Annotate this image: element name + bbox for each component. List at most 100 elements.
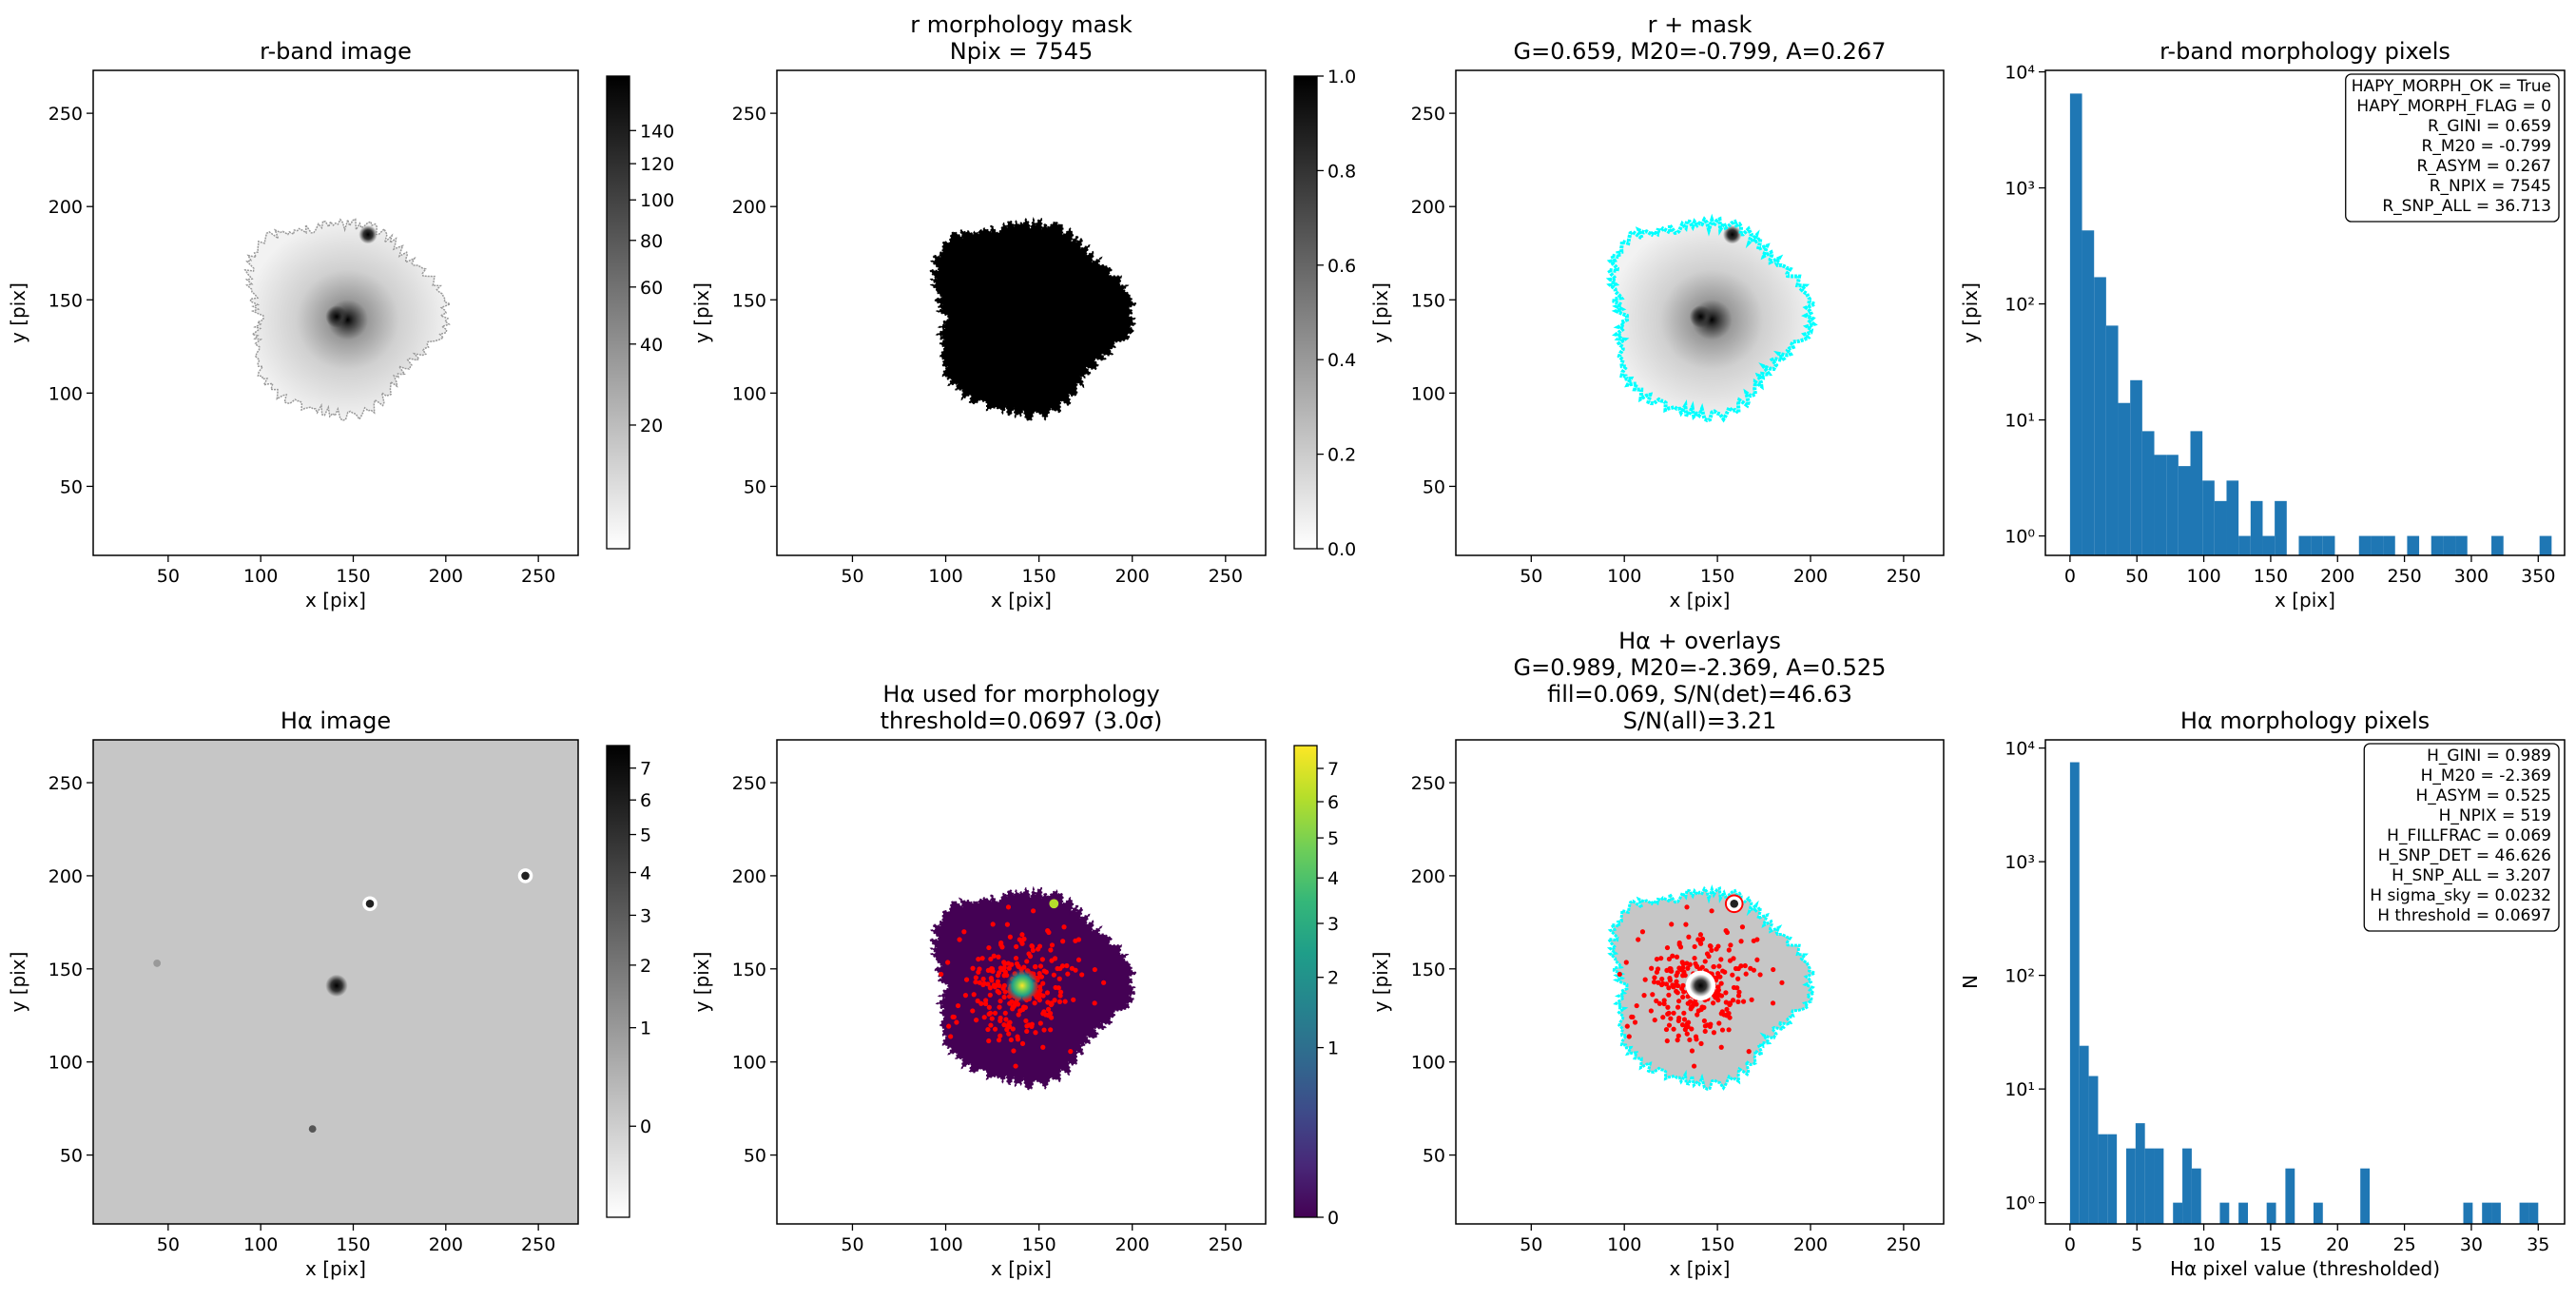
detection-dot (1757, 972, 1763, 978)
y-tick-label: 10⁰ (2005, 527, 2035, 548)
histogram-bar (2298, 535, 2312, 555)
x-tick-label: 200 (1115, 1234, 1150, 1255)
detection-dot (1664, 944, 1671, 951)
detection-dot (1709, 947, 1714, 954)
x-tick-label: 35 (2527, 1234, 2549, 1255)
detection-dot (1057, 989, 1064, 995)
detection-dot (1057, 993, 1063, 999)
detection-dot (1716, 1020, 1722, 1026)
y-axis-label: y [pix] (7, 952, 29, 1013)
detection-dot (1630, 1014, 1636, 1020)
y-tick-label: 50 (1423, 1146, 1445, 1167)
histogram-bar (2431, 535, 2444, 555)
x-tick-label: 0 (2064, 1234, 2076, 1255)
detection-dot (970, 965, 976, 971)
detection-dot (1701, 1018, 1708, 1024)
detection-dot (1024, 1028, 1030, 1035)
mask-contour (243, 217, 453, 421)
detection-dot (1681, 969, 1687, 975)
stats-line: H sigma_sky = 0.0232 (2370, 886, 2551, 905)
stats-line: R_GINI = 0.659 (2428, 117, 2551, 136)
detection-dot (987, 985, 993, 991)
detection-dot (1715, 992, 1722, 998)
detection-dot (976, 956, 981, 962)
detection-dot (1029, 1021, 1035, 1027)
detection-dot (1733, 965, 1739, 972)
detection-dot (1675, 999, 1682, 1004)
detection-dot (1641, 993, 1647, 999)
histogram-bar (2173, 1202, 2183, 1224)
detection-dot (1671, 1010, 1676, 1016)
detection-dot (997, 965, 1003, 971)
detection-dot (1056, 976, 1062, 981)
detection-dot (1749, 997, 1754, 1002)
detection-dot (1004, 922, 1010, 927)
detection-dot (1726, 1027, 1732, 1033)
detection-dot (995, 979, 1001, 984)
histogram-bar (2088, 1076, 2099, 1224)
histogram-bar (2266, 1202, 2276, 1224)
detection-dot (1649, 965, 1655, 971)
image-panel (243, 217, 453, 421)
x-tick-label: 200 (1793, 566, 1828, 587)
image-panel (928, 216, 1139, 422)
detection-dot (1006, 1020, 1012, 1027)
x-tick-label: 250 (1209, 566, 1243, 587)
detection-dot (973, 980, 978, 985)
detection-dot (1101, 980, 1107, 985)
y-tick-label: 100 (732, 1053, 766, 1074)
histogram-bar (2407, 535, 2420, 555)
x-tick-label: 30 (2460, 1234, 2483, 1255)
detection-dot (1006, 965, 1012, 971)
histogram-bar (2191, 1168, 2201, 1224)
histogram-bar (2491, 535, 2504, 555)
x-tick-label: 100 (1607, 566, 1641, 587)
y-tick-label: 10⁴ (2005, 63, 2035, 84)
detection-dot (1685, 965, 1691, 971)
star (358, 224, 378, 244)
stats-line: R_ASYM = 0.267 (2416, 157, 2551, 176)
histogram-bar (2358, 535, 2372, 555)
detection-dot (986, 944, 992, 951)
detection-dot (1079, 972, 1085, 978)
colorbar (1293, 745, 1318, 1218)
x-tick-label: 50 (157, 1234, 180, 1255)
colorbar-tick-label: 0.4 (1327, 350, 1356, 371)
y-tick-label: 100 (732, 383, 766, 404)
detection-dot (1716, 963, 1722, 969)
y-tick-label: 100 (1411, 383, 1445, 404)
detection-dot (1771, 966, 1776, 973)
colorbar-tick-label: 80 (640, 231, 663, 252)
y-tick-label: 50 (1423, 476, 1445, 497)
detection-dot (1055, 965, 1060, 972)
detection-dot (1724, 1006, 1730, 1012)
detection-dot (986, 1004, 992, 1010)
detection-dot (1623, 960, 1629, 965)
detection-dot (985, 1026, 991, 1033)
detection-dot (1656, 1000, 1662, 1006)
detection-dot (1044, 990, 1051, 996)
detection-dot (1711, 963, 1716, 970)
image-panel (1605, 883, 1819, 1091)
y-tick-label: 10¹ (2005, 411, 2035, 432)
y-tick-label: 200 (732, 866, 766, 887)
x-tick-label: 0 (2064, 566, 2076, 587)
detection-dot (1092, 1000, 1097, 1006)
histogram-bar (2107, 1134, 2118, 1224)
x-tick-label: 100 (243, 566, 278, 587)
detection-dot (1666, 992, 1672, 998)
x-tick-label: 100 (928, 566, 962, 587)
x-tick-label: 5 (2131, 1234, 2142, 1255)
y-axis-label: y [pix] (1369, 952, 1392, 1013)
stats-line: R_SNP_ALL = 36.713 (2382, 197, 2551, 216)
detection-dot (1037, 1020, 1043, 1026)
detection-dot (1048, 1010, 1054, 1017)
detection-dot (973, 975, 978, 980)
detection-dot (1073, 938, 1078, 943)
x-tick-label: 250 (1887, 566, 1921, 587)
y-axis-label: y [pix] (690, 952, 713, 1013)
histogram-bar (2238, 535, 2251, 555)
detection-dot (1021, 1004, 1027, 1010)
x-tick-label: 100 (2186, 566, 2220, 587)
detection-dot (975, 998, 980, 1004)
